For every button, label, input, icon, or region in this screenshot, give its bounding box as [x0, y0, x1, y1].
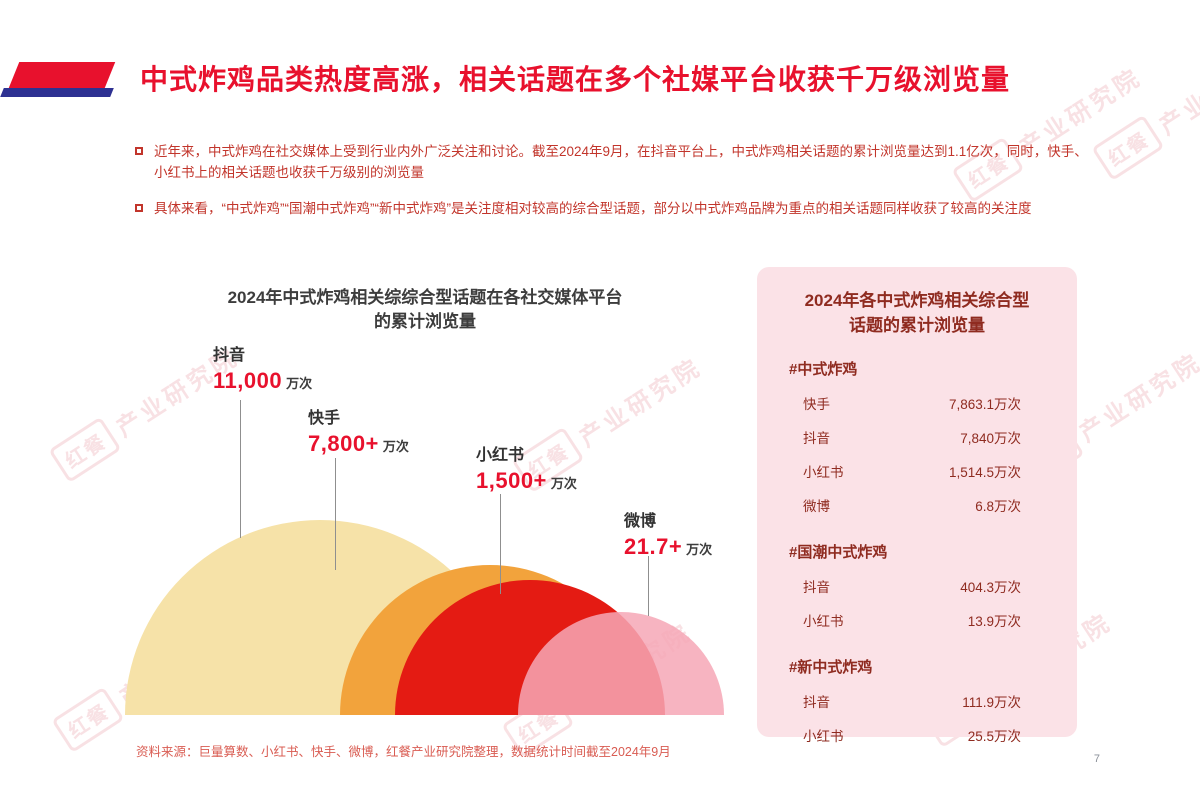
bullet-item: 具体来看，“中式炸鸡”“国潮中式炸鸡”“新中式炸鸡”是关注度相对较高的综合型话题…: [135, 199, 1090, 220]
panel-row: 抖音 7,840万次: [803, 427, 1021, 447]
panel-row-label: 抖音: [803, 695, 830, 711]
panel-title: 2024年各中式炸鸡相关综合型 话题的累计浏览量: [775, 289, 1059, 338]
panel-row-value: 404.3万次: [960, 580, 1021, 596]
bullet-square-icon: [135, 203, 143, 212]
panel-title-line2: 话题的累计浏览量: [849, 315, 985, 335]
platform-value: 7,800+ 万次: [308, 431, 409, 457]
bullet-square-icon: [135, 147, 143, 155]
panel-row-label: 快手: [803, 397, 830, 413]
title-accent-blue: [0, 88, 114, 97]
panel-row-value: 7,863.1万次: [948, 397, 1021, 413]
value-unit: 万次: [382, 439, 409, 454]
callout-weibo: 微博 21.7+ 万次: [624, 507, 712, 560]
panel-section-header: #新中式炸鸡: [789, 659, 873, 677]
panel-row-label: 微博: [803, 499, 830, 515]
chart-title-line2: 的累计浏览量: [374, 311, 476, 331]
panel-row-label: 小红书: [803, 465, 844, 481]
platform-label: 小红书: [476, 447, 525, 464]
platform-value: 21.7+ 万次: [624, 534, 712, 560]
callout-line-kuaishou: [335, 458, 336, 570]
value-unit: 万次: [286, 376, 313, 391]
page-title: 中式炸鸡品类热度高涨，相关话题在多个社媒平台收获千万级浏览量: [140, 64, 1011, 95]
chart-title: 2024年中式炸鸡相关综综合型话题在各社交媒体平台 的累计浏览量: [130, 286, 720, 334]
watermark: 红餐产业研究院: [1091, 34, 1200, 182]
panel-row: 抖音 111.9万次: [803, 691, 1021, 711]
source-note: 资料来源：巨量算数、小红书、快手、微博，红餐产业研究院整理，数据统计时间截至20…: [136, 745, 671, 759]
bullet-text: 近年来，中式炸鸡在社交媒体上受到行业内外广泛关注和讨论。截至2024年9月，在抖…: [154, 144, 1088, 180]
chart-title-line1: 2024年中式炸鸡相关综综合型话题在各社交媒体平台: [227, 288, 623, 307]
panel-row: 微博 6.8万次: [803, 495, 1021, 515]
panel-row: 快手 7,863.1万次: [803, 393, 1021, 413]
value-number: 7,800+: [308, 431, 379, 456]
panel-row: 小红书 25.5万次: [803, 725, 1021, 745]
callout-line-douyin: [240, 400, 241, 538]
bullet-item: 近年来，中式炸鸡在社交媒体上受到行业内外广泛关注和讨论。截至2024年9月，在抖…: [135, 142, 1090, 184]
callout-line-weibo: [648, 556, 649, 616]
panel-row-label: 小红书: [803, 729, 844, 745]
panel-row: 抖音 404.3万次: [803, 576, 1021, 596]
value-number: 1,500+: [476, 468, 547, 493]
callout-xiaohongshu: 小红书 1,500+ 万次: [476, 441, 577, 494]
watermark-label: 产业研究院: [1154, 41, 1200, 141]
bullet-list: 近年来，中式炸鸡在社交媒体上受到行业内外广泛关注和讨论。截至2024年9月，在抖…: [135, 142, 1090, 235]
platform-value: 11,000 万次: [213, 368, 312, 394]
platform-label: 微博: [624, 513, 657, 530]
panel-row-label: 小红书: [803, 614, 844, 630]
panel-row-value: 25.5万次: [967, 729, 1021, 745]
panel-row-value: 13.9万次: [967, 614, 1021, 630]
value-unit: 万次: [686, 542, 713, 557]
value-number: 11,000: [213, 368, 283, 393]
value-unit: 万次: [550, 476, 577, 491]
panel-row-label: 抖音: [803, 580, 830, 596]
panel-row-label: 抖音: [803, 431, 830, 447]
callout-line-xiaohongshu: [500, 494, 501, 594]
panel-section-header: #国潮中式炸鸡: [789, 544, 888, 562]
watermark-logo: 红餐: [1091, 114, 1165, 182]
title-accent-red: [8, 62, 116, 88]
panel-row-value: 7,840万次: [960, 431, 1021, 447]
panel-row-value: 1,514.5万次: [948, 465, 1021, 481]
panel-row-value: 6.8万次: [975, 499, 1021, 515]
panel-section-header: #中式炸鸡: [789, 361, 858, 379]
panel-row-value: 111.9万次: [962, 695, 1021, 711]
panel-row: 小红书 1,514.5万次: [803, 461, 1021, 481]
bullet-text: 具体来看，“中式炸鸡”“国潮中式炸鸡”“新中式炸鸡”是关注度相对较高的综合型话题…: [154, 200, 1032, 216]
watermark-label: 产业研究院: [574, 353, 708, 453]
summary-panel: 2024年各中式炸鸡相关综合型 话题的累计浏览量 #中式炸鸡 快手 7,863.…: [757, 267, 1077, 744]
callout-douyin: 抖音 11,000 万次: [213, 341, 312, 394]
watermark-logo: 红餐: [48, 416, 122, 484]
watermark-label: 产业研究院: [1074, 348, 1200, 448]
value-number: 21.7+: [624, 534, 683, 559]
platform-value: 1,500+ 万次: [476, 468, 577, 494]
platform-label: 快手: [308, 410, 341, 427]
platform-label: 抖音: [213, 347, 246, 364]
callout-kuaishou: 快手 7,800+ 万次: [308, 404, 409, 457]
watermark-logo: 红餐: [51, 686, 125, 754]
panel-row: 小红书 13.9万次: [803, 610, 1021, 630]
panel-title-line1: 2024年各中式炸鸡相关综合型: [804, 291, 1030, 310]
page-number: 7: [1093, 753, 1100, 765]
